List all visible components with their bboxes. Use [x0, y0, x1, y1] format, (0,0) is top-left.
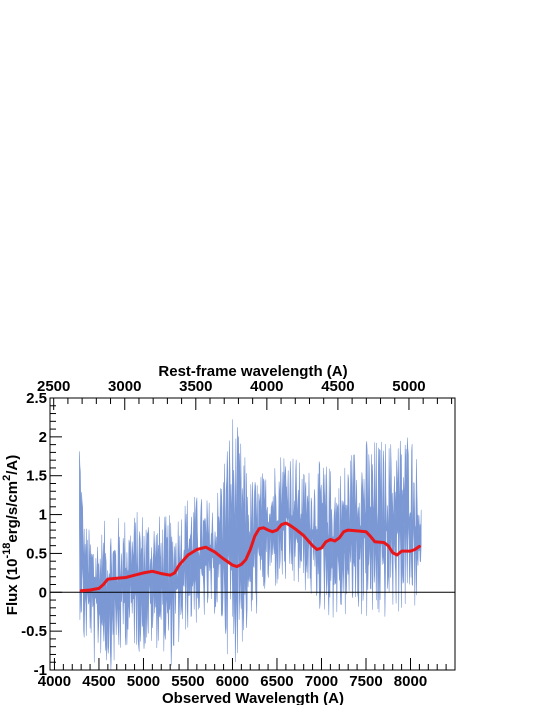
y-tick-label: 0 [39, 584, 47, 601]
top-tick-label: 3500 [179, 378, 212, 395]
plot-layer [50, 419, 455, 670]
smoothed-spectrum-line [79, 521, 421, 593]
x-axis-title: Observed Wavelength (A) [162, 690, 344, 705]
y-tick-label: 1.5 [26, 468, 47, 485]
y-tick-label: -1 [34, 662, 47, 679]
y-axis-title-exponent-2: 2 [1, 475, 13, 481]
y-tick-label: -0.5 [21, 623, 47, 640]
top-tick-label: 4000 [250, 378, 283, 395]
y-tick-label: 1 [39, 507, 47, 524]
top-tick-label: 3000 [108, 378, 141, 395]
top-tick-label: 4500 [321, 378, 354, 395]
x-tick-label: 5500 [171, 673, 204, 690]
x-tick-label: 4500 [82, 673, 115, 690]
x-tick-label: 4000 [38, 673, 71, 690]
y-axis-title-units: erg/s/cm [4, 481, 21, 543]
y-tick-label: 2.5 [26, 390, 47, 407]
x-tick-label: 8000 [394, 673, 427, 690]
top-axis-title: Rest-frame wavelength (A) [158, 363, 347, 380]
x-tick-label: 6500 [260, 673, 293, 690]
x-tick-label: 5000 [127, 673, 160, 690]
x-tick-label: 7000 [305, 673, 338, 690]
top-tick-label: 2500 [37, 378, 70, 395]
x-tick-label: 7500 [349, 673, 382, 690]
x-tick-label: 6000 [216, 673, 249, 690]
y-tick-label: 2 [39, 429, 47, 446]
y-axis-title-prefix: Flux (10 [4, 559, 21, 616]
y-axis-title-exponent: -18 [1, 543, 13, 559]
y-axis-title: Flux (10-18erg/s/cm2/A) [1, 455, 21, 615]
axes-layer: 4000 4500 5000 5500 6000 6500 7000 7500 80002500… [21, 378, 456, 690]
y-tick-label: 0.5 [26, 545, 47, 562]
spectrum-fill [79, 419, 422, 670]
y-axis-title-suffix: /A) [4, 455, 21, 475]
top-tick-label: 5000 [392, 378, 425, 395]
